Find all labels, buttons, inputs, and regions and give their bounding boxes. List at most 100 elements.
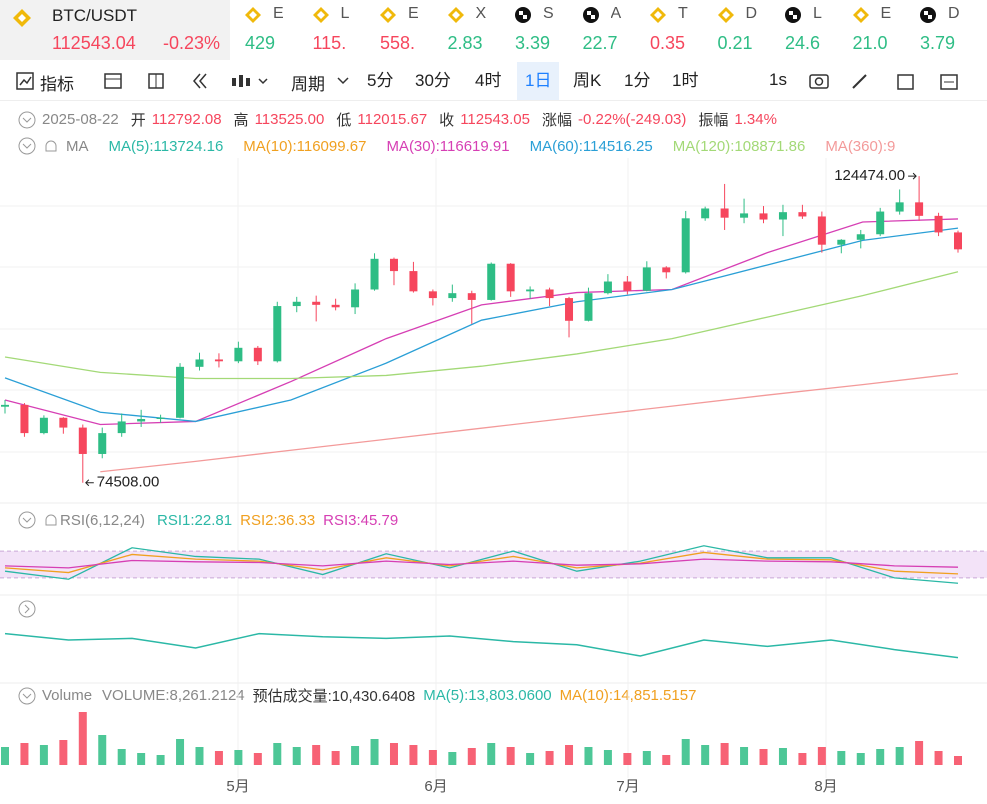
collapse-icon[interactable]: [18, 511, 36, 529]
interval-button[interactable]: 周K: [573, 71, 602, 90]
ticker-label[interactable]: L: [813, 5, 822, 22]
volume-name: Volume: [42, 687, 93, 704]
coin-icon: [785, 7, 801, 23]
volume-bar: [467, 748, 476, 765]
ticker-label[interactable]: D: [745, 5, 758, 22]
ticker-label[interactable]: E: [408, 5, 419, 22]
candle-body: [156, 417, 165, 419]
candle-body: [117, 421, 126, 434]
interval-button[interactable]: 5分: [367, 71, 394, 90]
expand-icon[interactable]: [18, 600, 36, 618]
coin-icon: [852, 7, 869, 23]
indicator-button[interactable]: 指标: [40, 75, 74, 94]
ticker-value[interactable]: 558.: [380, 33, 416, 53]
coin-icon: [920, 7, 936, 23]
volume-bar: [20, 743, 29, 765]
alert-icon[interactable]: [42, 511, 60, 529]
volume-bar: [331, 751, 340, 765]
volume-bar: [59, 740, 68, 765]
ticker-value[interactable]: 3.39: [515, 33, 551, 53]
volume-bar: [681, 739, 690, 765]
candle-body: [273, 306, 282, 362]
coin-icon: [582, 7, 599, 23]
ticker-value[interactable]: 3.79: [920, 33, 956, 53]
volume-bar: [273, 743, 282, 765]
ticker-value[interactable]: 115.: [312, 33, 347, 53]
candle-body: [817, 216, 826, 245]
speed[interactable]: 1s: [769, 70, 787, 89]
volume-bar: [565, 745, 574, 765]
interval-button[interactable]: 1日: [517, 62, 560, 100]
bnb-icon: [13, 9, 31, 27]
candle-body: [214, 359, 223, 362]
alert-icon[interactable]: [42, 137, 60, 155]
candle-body: [448, 293, 457, 299]
candle-body: [292, 301, 301, 307]
candle-body: [584, 293, 593, 321]
volume-bar: [876, 749, 885, 765]
info-label: 低: [336, 112, 352, 129]
interval-button[interactable]: 1时: [672, 71, 699, 90]
symbol-box[interactable]: BTC/USDT 112543.04 -0.23%: [0, 0, 230, 60]
candle-body: [506, 263, 515, 292]
volume-stat: MA(5):13,803.0600: [423, 687, 552, 704]
volume-bar: [915, 741, 924, 765]
info-value: 112543.05: [460, 111, 530, 128]
low-label: 74508.00: [97, 474, 160, 491]
ma-value: MA(120):108871.86: [672, 137, 806, 155]
ticker-value[interactable]: 0.35: [650, 33, 686, 53]
volume-bar: [506, 747, 515, 765]
candle-body: [681, 218, 690, 273]
candle-body: [895, 202, 904, 212]
collapse-icon[interactable]: [18, 687, 36, 705]
ma-value: MA(30):116619.91: [386, 137, 510, 155]
rsi-line: [4, 545, 959, 584]
interval-button[interactable]: 30分: [415, 71, 451, 90]
candle-body: [662, 267, 671, 273]
volume-bar: [837, 751, 846, 765]
ticker-label[interactable]: E: [880, 5, 892, 22]
coin-icon: [447, 7, 464, 23]
ticker-label[interactable]: X: [475, 5, 487, 22]
ticker-value[interactable]: 24.6: [785, 33, 821, 53]
ticker-label[interactable]: T: [678, 5, 688, 22]
ma-name: MA: [66, 137, 89, 155]
ticker-label[interactable]: A: [610, 5, 622, 22]
period-button[interactable]: 周期: [291, 75, 325, 94]
price: 112543.04: [52, 33, 136, 53]
candle-body: [98, 433, 107, 454]
rsi-value: RSI1:22.81: [157, 511, 233, 529]
collapse-icon[interactable]: [18, 137, 36, 155]
candle-body: [176, 366, 185, 418]
collapse-icon[interactable]: [18, 111, 36, 129]
volume-stat: 预估成交量:10,430.6408: [252, 688, 416, 705]
ticker-label[interactable]: L: [340, 5, 350, 22]
ma-line: [4, 218, 959, 426]
candle-body: [370, 258, 379, 290]
low-arrow: [85, 479, 94, 487]
candle-body: [565, 298, 574, 321]
ticker-value[interactable]: 429: [245, 33, 276, 53]
interval-button[interactable]: 1分: [624, 71, 651, 90]
volume-bar: [662, 755, 671, 765]
ticker-label[interactable]: D: [948, 5, 960, 22]
volume-bar: [487, 743, 496, 765]
interval-button[interactable]: 4时: [475, 71, 502, 90]
ticker-value[interactable]: 0.21: [717, 33, 753, 53]
ticker-value[interactable]: 2.83: [447, 33, 483, 53]
candle-body: [915, 202, 924, 216]
candle-body: [623, 281, 632, 291]
candle-body: [1, 404, 9, 407]
x-tick-label: 7月: [616, 778, 639, 795]
ticker-label[interactable]: E: [273, 5, 284, 22]
coin-icon: [245, 7, 261, 23]
volume-bar: [370, 739, 379, 765]
ticker-value[interactable]: 21.0: [852, 33, 888, 53]
volume-bar: [545, 751, 554, 765]
volume-bar: [720, 743, 729, 765]
ticker-label[interactable]: S: [543, 5, 554, 22]
ma-value: MA(10):116099.67: [243, 137, 367, 155]
ticker-value[interactable]: 22.7: [582, 33, 618, 53]
coin-icon: [312, 7, 329, 23]
coin-icon: [650, 7, 666, 23]
